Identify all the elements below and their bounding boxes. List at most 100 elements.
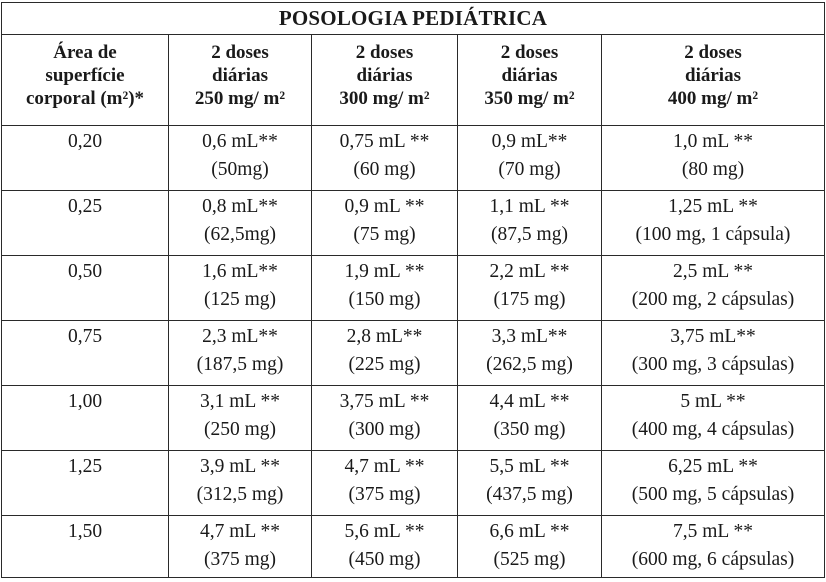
header-line: 2 doses [684, 42, 742, 63]
dose-volume: 0,6 mL** [202, 131, 278, 152]
dose-cell: 1,25 mL ** (100 mg, 1 cápsula) [601, 190, 825, 256]
dose-amount: (75 mg) [353, 224, 416, 245]
dose-volume: 2,2 mL ** [489, 261, 570, 282]
header-dose-350: 2 doses diárias 350 mg/ m² [457, 34, 602, 126]
dose-cell: 6,25 mL ** (500 mg, 5 cápsulas) [601, 450, 825, 516]
table-row: 1,00 3,1 mL ** (250 mg) 3,75 mL ** (300 mg) 4… [1, 385, 825, 451]
dose-amount: (350 mg) [493, 419, 566, 440]
table-row: 0,75 2,3 mL** (187,5 mg) 2,8 mL** (225 mg) 3,… [1, 320, 825, 386]
dose-cell: 7,5 mL ** (600 mg, 6 cápsulas) [601, 515, 825, 578]
dose-amount: (525 mg) [493, 549, 566, 570]
area-cell: 0,50 [1, 255, 169, 321]
dose-amount: (87,5 mg) [491, 224, 568, 245]
dose-amount: (500 mg, 5 cápsulas) [631, 484, 795, 505]
dose-cell: 4,7 mL ** (375 mg) [168, 515, 312, 578]
dose-cell: 0,6 mL** (50mg) [168, 125, 312, 191]
dose-volume: 5,5 mL ** [489, 456, 570, 477]
dose-amount: (62,5mg) [203, 224, 277, 245]
dose-amount: (437,5 mg) [486, 484, 573, 505]
dose-volume: 4,7 mL ** [200, 521, 280, 542]
area-value: 0,50 [67, 261, 103, 282]
dose-volume: 1,6 mL** [202, 261, 278, 282]
dose-cell: 4,4 mL ** (350 mg) [457, 385, 602, 451]
dose-cell: 1,1 mL ** (87,5 mg) [457, 190, 602, 256]
area-cell: 0,25 [1, 190, 169, 256]
dose-volume: 0,9 mL** [491, 131, 568, 152]
dose-cell: 2,2 mL ** (175 mg) [457, 255, 602, 321]
dose-cell: 2,3 mL** (187,5 mg) [168, 320, 312, 386]
dose-amount: (50mg) [211, 159, 269, 180]
dose-amount: (250 mg) [203, 419, 277, 440]
dose-amount: (80 mg) [681, 159, 745, 180]
area-cell: 0,20 [1, 125, 169, 191]
dose-volume: 0,8 mL** [202, 196, 278, 217]
header-dose-250: 2 doses diárias 250 mg/ m² [168, 34, 312, 126]
dose-volume: 1,1 mL ** [489, 196, 570, 217]
dose-amount: (70 mg) [498, 159, 561, 180]
dose-cell: 4,7 mL ** (375 mg) [311, 450, 458, 516]
dose-cell: 3,75 mL ** (300 mg) [311, 385, 458, 451]
dose-amount: (60 mg) [353, 159, 416, 180]
area-cell: 1,00 [1, 385, 169, 451]
area-value: 0,75 [67, 326, 103, 347]
dose-cell: 3,9 mL ** (312,5 mg) [168, 450, 312, 516]
area-cell: 0,75 [1, 320, 169, 386]
dose-amount: (450 mg) [348, 549, 421, 570]
dose-amount: (175 mg) [493, 289, 566, 310]
dose-amount: (312,5 mg) [196, 484, 284, 505]
table-title: POSOLOGIA PEDIÁTRICA [1, 2, 825, 35]
dose-cell: 0,9 mL** (70 mg) [457, 125, 602, 191]
header-line: diárias [501, 65, 558, 86]
header-line: 250 mg/ m² [194, 88, 286, 109]
dose-cell: 3,75 mL** (300 mg, 3 cápsulas) [601, 320, 825, 386]
dose-volume: 0,75 mL ** [339, 131, 430, 152]
table-row: 1,25 3,9 mL ** (312,5 mg) 4,7 mL ** (375 mg)… [1, 450, 825, 516]
area-value: 1,00 [67, 391, 103, 412]
dose-volume: 1,9 mL ** [344, 261, 425, 282]
header-body-surface-area: Área de superfície corporal (m²)* [1, 34, 169, 126]
dose-volume: 0,9 mL ** [344, 196, 425, 217]
dose-cell: 6,6 mL ** (525 mg) [457, 515, 602, 578]
header-row: Área de superfície corporal (m²)* 2 doses di… [1, 34, 825, 126]
dose-cell: 0,8 mL** (62,5mg) [168, 190, 312, 256]
dose-volume: 6,6 mL ** [489, 521, 570, 542]
dose-volume: 3,3 mL** [491, 326, 568, 347]
dose-amount: (150 mg) [348, 289, 421, 310]
dose-volume: 3,75 mL** [670, 326, 756, 347]
header-dose-400: 2 doses diárias 400 mg/ m² [601, 34, 825, 126]
dose-volume: 2,5 mL ** [673, 261, 753, 282]
dose-cell: 0,9 mL ** (75 mg) [311, 190, 458, 256]
header-line: 2 doses [500, 42, 559, 63]
dose-cell: 1,0 mL ** (80 mg) [601, 125, 825, 191]
dose-amount: (300 mg) [348, 419, 421, 440]
dose-amount: (187,5 mg) [196, 354, 284, 375]
header-line: superfície [45, 65, 125, 86]
dose-amount: (600 mg, 6 cápsulas) [631, 549, 795, 570]
dose-amount: (400 mg, 4 cápsulas) [631, 419, 795, 440]
table-row: 0,20 0,6 mL** (50mg) 0,75 mL ** (60 mg) 0,9 m… [1, 125, 825, 191]
dose-amount: (200 mg, 2 cápsulas) [631, 289, 795, 310]
dose-volume: 3,1 mL ** [200, 391, 280, 412]
dose-volume: 5 mL ** [680, 391, 746, 412]
header-line: 2 doses [211, 42, 269, 63]
dose-cell: 5,6 mL ** (450 mg) [311, 515, 458, 578]
header-line: corporal (m²)* [25, 88, 145, 109]
dose-volume: 1,25 mL ** [668, 196, 758, 217]
header-line: 400 mg/ m² [667, 88, 759, 109]
dose-cell: 1,6 mL** (125 mg) [168, 255, 312, 321]
header-line: 350 mg/ m² [484, 88, 575, 109]
area-cell: 1,50 [1, 515, 169, 578]
header-line: Área de [53, 42, 117, 63]
dose-volume: 3,75 mL ** [339, 391, 430, 412]
dose-volume: 1,0 mL ** [673, 131, 753, 152]
header-dose-300: 2 doses diárias 300 mg/ m² [311, 34, 458, 126]
dose-cell: 5 mL ** (400 mg, 4 cápsulas) [601, 385, 825, 451]
table-row: 0,25 0,8 mL** (62,5mg) 0,9 mL ** (75 mg) 1,1 … [1, 190, 825, 256]
header-line: diárias [685, 65, 741, 86]
dose-volume: 4,4 mL ** [489, 391, 570, 412]
title-row: POSOLOGIA PEDIÁTRICA [1, 2, 825, 35]
dose-amount: (375 mg) [348, 484, 421, 505]
dose-volume: 2,3 mL** [202, 326, 278, 347]
table-row: 1,50 4,7 mL ** (375 mg) 5,6 mL ** (450 mg) 6,… [1, 515, 825, 578]
